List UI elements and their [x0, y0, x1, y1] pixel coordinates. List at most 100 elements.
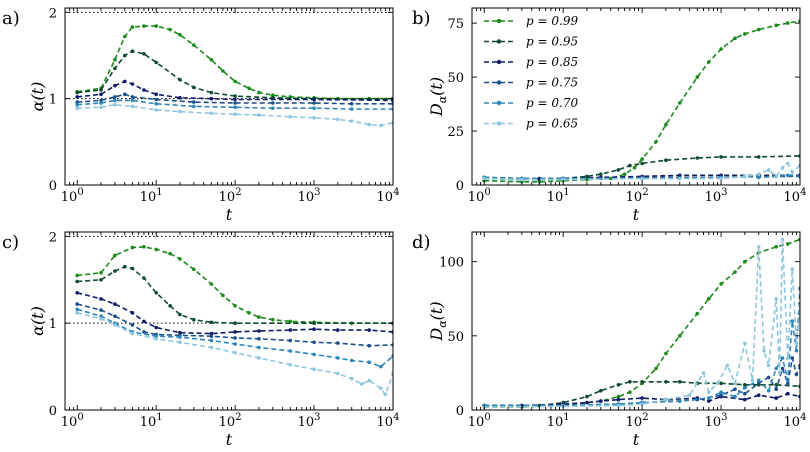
data-point — [257, 337, 261, 341]
data-point — [130, 98, 135, 103]
data-point — [312, 367, 316, 372]
data-point — [756, 27, 761, 32]
data-point — [99, 105, 103, 110]
data-point — [113, 269, 117, 273]
x-tick-label: 102 — [626, 187, 649, 205]
series-line-p075 — [77, 93, 393, 105]
data-point — [599, 388, 603, 393]
x-tick-label: 100 — [61, 412, 84, 430]
data-point — [786, 242, 790, 246]
data-point — [561, 177, 565, 182]
data-point — [756, 155, 761, 159]
data-point — [707, 390, 711, 395]
data-point — [271, 93, 275, 97]
data-point — [743, 259, 747, 264]
data-point — [154, 102, 158, 106]
x-tick-label: 104 — [377, 412, 400, 430]
data-point — [733, 381, 737, 386]
data-point — [257, 345, 261, 350]
data-point — [209, 58, 214, 62]
x-tick-label: 101 — [140, 412, 163, 430]
data-point — [640, 402, 644, 406]
panel-label: b) — [412, 8, 431, 29]
data-point — [113, 102, 117, 107]
data-point — [233, 330, 237, 334]
data-point — [664, 397, 668, 402]
data-point — [780, 165, 785, 170]
legend-entry: p = 0.99 — [526, 14, 578, 28]
data-point — [312, 321, 316, 326]
data-point — [599, 399, 603, 403]
data-point — [695, 156, 700, 160]
data-point — [616, 397, 621, 402]
data-point — [786, 21, 790, 25]
data-point — [640, 176, 644, 181]
y-tick-label: 0 — [456, 179, 464, 194]
data-point — [99, 271, 103, 275]
series-group — [75, 245, 393, 397]
data-point — [664, 380, 668, 384]
data-point — [349, 102, 354, 106]
data-point — [75, 95, 79, 99]
series-line-p070 — [76, 308, 393, 368]
data-point — [794, 372, 799, 377]
data-point — [75, 307, 79, 312]
data-point — [154, 60, 158, 65]
data-point — [336, 328, 340, 332]
series-line-p099 — [484, 20, 800, 183]
x-tick-label: 103 — [705, 187, 728, 205]
data-point — [113, 302, 117, 306]
data-point — [336, 117, 340, 122]
data-point — [774, 245, 778, 249]
data-point — [113, 66, 117, 71]
x-tick-label: 103 — [298, 187, 321, 205]
x-tick-label: 102 — [219, 187, 242, 205]
data-point — [233, 350, 237, 355]
data-point — [664, 158, 668, 162]
data-point — [774, 396, 778, 400]
series-line-p065 — [77, 103, 393, 127]
data-point — [608, 176, 613, 181]
data-point — [178, 340, 182, 345]
data-point — [209, 338, 214, 343]
data-point — [774, 174, 778, 179]
legend-marker — [496, 121, 502, 126]
data-point — [123, 92, 127, 97]
data-point — [154, 334, 158, 339]
x-tick-label: 100 — [61, 187, 84, 205]
x-tick-label: 104 — [784, 187, 807, 205]
data-point — [367, 378, 372, 383]
data-point — [367, 360, 372, 365]
data-point — [233, 101, 237, 105]
data-point — [209, 90, 214, 95]
series-line-p085 — [77, 80, 393, 102]
data-point — [349, 107, 354, 111]
plot-frame — [64, 231, 394, 411]
data-point — [743, 391, 747, 396]
data-point — [616, 394, 621, 399]
data-point — [790, 170, 795, 174]
data-point — [774, 23, 778, 28]
data-point — [257, 329, 261, 333]
legend-marker — [496, 18, 502, 24]
data-point — [209, 320, 214, 325]
x-tick-label: 102 — [626, 412, 649, 430]
data-point — [743, 383, 747, 387]
legend-marker — [496, 39, 502, 44]
data-point — [99, 101, 103, 105]
y-tick-label: 25 — [447, 125, 464, 140]
data-point — [707, 396, 711, 400]
plot-frame — [471, 231, 801, 411]
data-point — [99, 278, 103, 282]
y-axis-label: α(t) — [28, 306, 47, 336]
y-tick-label: 100 — [439, 256, 464, 271]
data-point — [209, 331, 214, 336]
y-tick-label: 50 — [447, 71, 464, 86]
data-point — [75, 302, 79, 306]
panel-c: 100 101 102 103 104 0 1 2 t α(t) c) — [2, 230, 399, 449]
data-point — [786, 391, 790, 396]
series-group — [482, 237, 800, 409]
data-point — [632, 165, 637, 170]
data-point — [678, 176, 682, 181]
data-point — [271, 101, 275, 105]
